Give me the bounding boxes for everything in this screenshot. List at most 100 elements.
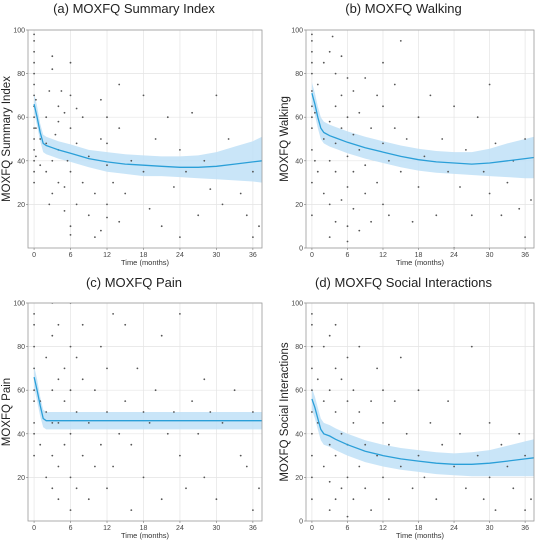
data-point [124,192,127,195]
data-point [35,127,37,129]
data-point [358,229,361,232]
data-point [334,323,337,326]
data-point [51,389,54,392]
data-point [524,236,526,239]
data-point [447,170,449,173]
data-point [364,77,367,79]
data-point [124,323,127,326]
chart-panel-1: (a) MOXFQ Summary Index MOXFQ Summary Ind… [1,1,263,267]
data-point [346,240,349,243]
data-point [311,61,313,64]
chart-panel-4: (d) MOXFQ Social Interactions MOXFQ Socia… [279,275,535,540]
data-point [63,210,66,212]
x-tick-label: 30 [213,252,221,259]
data-point [358,149,361,151]
chart-title: (d) MOXFQ Social Interactions [315,275,492,290]
data-point [376,181,378,184]
data-point [39,164,42,167]
data-point [54,133,57,136]
data-point [118,83,121,86]
chart-title: (c) MOXFQ Pain [86,275,182,290]
data-point [233,389,236,392]
data-point [334,142,337,145]
data-point [393,400,396,402]
data-point [311,476,313,479]
data-point [311,389,313,392]
data-point [33,454,35,457]
x-tick-label: 18 [415,525,423,532]
data-point [63,367,66,370]
x-tick-label: 0 [32,252,36,259]
data-point [142,170,145,173]
data-point [69,225,72,228]
y-tick-label: 20 [295,202,303,209]
data-point [423,155,426,158]
data-point [136,367,139,370]
data-point [51,334,54,337]
data-point [346,400,349,402]
data-point [530,199,532,201]
data-point [328,334,331,337]
data-point [154,389,157,392]
data-point [476,116,479,119]
data-point [209,411,212,413]
data-point [215,94,218,97]
x-axis-label: Time (months) [121,531,170,540]
data-point [340,432,343,435]
confidence-band [34,93,262,183]
data-point [33,149,35,151]
data-point [311,116,313,119]
data-point [328,159,331,162]
data-point [69,127,72,129]
data-point [39,443,42,446]
x-tick-label: 30 [486,252,494,259]
data-point [352,133,355,136]
data-point [524,509,526,511]
data-point [51,454,54,457]
data-point [441,138,444,140]
fitted-line [311,398,534,465]
data-point [33,345,35,348]
data-point [45,142,48,145]
y-tick-label: 20 [17,202,25,209]
data-point [69,389,72,392]
data-point [358,111,361,114]
confidence-band [311,82,534,179]
data-point [488,192,491,195]
data-point [33,50,35,53]
data-point [160,225,163,228]
data-point [66,159,69,162]
data-point [393,83,396,86]
data-point [203,378,206,381]
data-point [311,50,313,53]
data-point [388,498,390,501]
data-point [322,61,325,64]
data-point [69,432,72,435]
data-point [340,199,343,201]
data-point [530,498,532,501]
data-point [197,432,200,435]
data-point [106,216,108,219]
data-point [382,389,384,392]
data-point [81,116,84,119]
data-point [316,378,319,381]
data-point [352,422,355,424]
data-point [488,83,491,86]
data-point [197,214,200,217]
plot-frame [305,302,535,522]
data-point [322,465,325,468]
data-point [69,94,72,97]
data-point [429,94,432,97]
data-point [417,116,420,119]
data-point [33,72,35,75]
data-point [100,443,102,446]
data-point [245,214,248,217]
x-axis-label: Time (months) [396,531,445,540]
data-point [417,186,420,188]
data-point [252,411,254,413]
plot-frame [305,29,535,249]
data-point [328,203,331,206]
data-point [57,465,60,468]
data-point [500,214,503,217]
data-point [346,225,349,228]
